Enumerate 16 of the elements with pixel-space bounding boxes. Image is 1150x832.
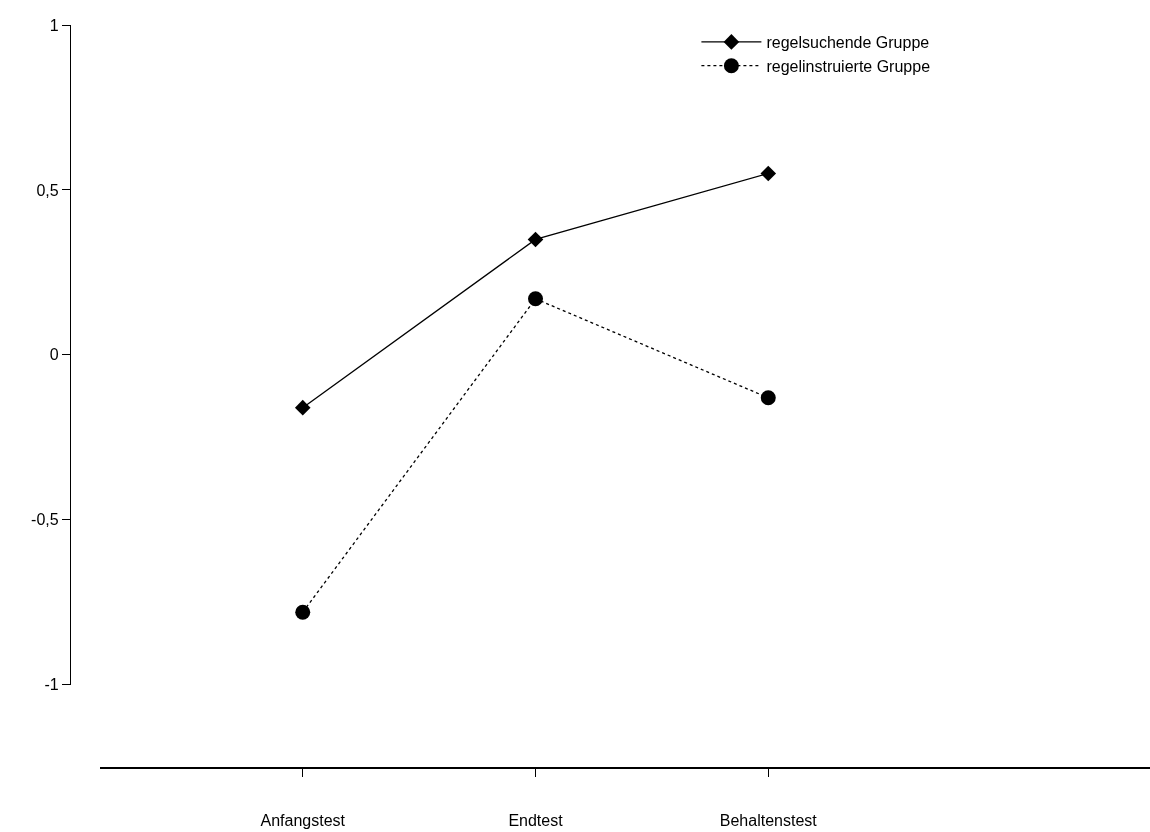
x-tick-label: Behaltenstest <box>719 812 818 830</box>
point <box>528 291 544 307</box>
point <box>760 165 777 182</box>
legend-label: regelinstruierte Gruppe <box>766 57 931 75</box>
x-tick-label: Endtest <box>508 812 564 830</box>
y-tick-label: -1 <box>44 676 59 694</box>
y-tick-label: 0,5 <box>36 181 59 199</box>
point <box>294 399 311 416</box>
x-tick-label: Anfangstest <box>260 812 346 830</box>
y-tick-label: 0 <box>49 346 59 364</box>
point <box>295 604 311 620</box>
y-tick-label: -0,5 <box>31 511 59 529</box>
legend-label: regelsuchende Gruppe <box>766 34 930 52</box>
y-tick-label: 1 <box>49 16 59 34</box>
point <box>760 390 776 406</box>
point <box>527 231 544 248</box>
